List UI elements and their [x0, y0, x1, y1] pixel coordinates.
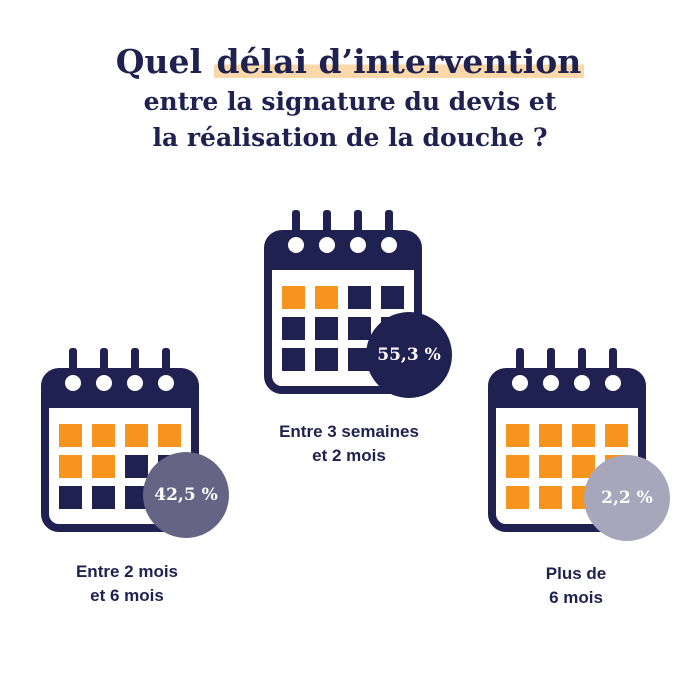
day-cell-highlighted: [572, 455, 595, 478]
day-cell: [92, 486, 115, 509]
title-line-3: la réalisation de la douche ?: [152, 123, 548, 152]
label-entre-2-mois-et-6-mois: Entre 2 mois et 6 mois: [7, 560, 247, 608]
day-cell: [315, 348, 338, 371]
title-line-2: entre la signature du devis et: [143, 87, 557, 116]
calendar-header-base: [45, 394, 195, 408]
ring: [282, 231, 310, 259]
day-cell: [315, 317, 338, 340]
ring: [121, 369, 149, 397]
ring: [313, 231, 341, 259]
day-cell-highlighted: [282, 286, 305, 309]
calendar-entre-2-mois-et-6-mois: 42,5 %: [39, 348, 229, 538]
label-line-1: Entre 2 mois: [75, 562, 179, 581]
day-cell-highlighted: [315, 286, 338, 309]
day-cell-highlighted: [539, 486, 562, 509]
day-cell-highlighted: [125, 424, 148, 447]
title-line-1: Quel délai d’intervention: [0, 40, 700, 84]
day-cell-highlighted: [539, 455, 562, 478]
day-cell: [125, 486, 148, 509]
label-line-2: 6 mois: [549, 588, 603, 607]
day-cell: [125, 455, 148, 478]
day-cell-highlighted: [539, 424, 562, 447]
day-cell: [348, 348, 371, 371]
day-cell: [282, 317, 305, 340]
day-cell-highlighted: [92, 424, 115, 447]
ring: [90, 369, 118, 397]
day-cell-highlighted: [158, 424, 181, 447]
day-cell-highlighted: [92, 455, 115, 478]
day-cell: [59, 486, 82, 509]
percentage-badge: 42,5 %: [143, 452, 229, 538]
day-cell-highlighted: [605, 424, 628, 447]
day-cell: [348, 286, 371, 309]
title-highlight: délai d’intervention: [213, 42, 585, 81]
chart-title: Quel délai d’intervention entre la signa…: [0, 40, 700, 156]
label-line-1: Entre 3 semaines: [279, 422, 419, 441]
calendar-header-base: [268, 256, 418, 270]
ring: [152, 369, 180, 397]
percentage-badge: 55,3 %: [366, 312, 452, 398]
ring: [375, 231, 403, 259]
day-cell: [381, 286, 404, 309]
day-cell-highlighted: [506, 455, 529, 478]
day-cell-highlighted: [59, 455, 82, 478]
day-cell-highlighted: [572, 424, 595, 447]
ring: [537, 369, 565, 397]
label-line-2: et 6 mois: [90, 586, 164, 605]
day-cell-highlighted: [59, 424, 82, 447]
calendar-plus-de-6-mois: 2,2 %: [486, 348, 670, 541]
ring: [59, 369, 87, 397]
label-plus-de-6-mois: Plus de 6 mois: [456, 562, 696, 610]
day-cell-highlighted: [506, 424, 529, 447]
day-cell-highlighted: [506, 486, 529, 509]
calendar-entre-3-semaines-et-2-mois: 55,3 %: [262, 210, 452, 398]
label-line-1: Plus de: [545, 564, 607, 583]
title-prefix: Quel: [115, 42, 214, 81]
calendar-icon: [488, 348, 646, 532]
ring: [344, 231, 372, 259]
ring: [568, 369, 596, 397]
label-line-2: et 2 mois: [312, 446, 386, 465]
percentage-badge: 2,2 %: [584, 455, 670, 541]
ring: [506, 369, 534, 397]
label-entre-3-semaines-et-2-mois: Entre 3 semaines et 2 mois: [229, 420, 469, 468]
calendar-header-base: [492, 394, 642, 408]
ring: [599, 369, 627, 397]
day-cell: [348, 317, 371, 340]
day-cell: [282, 348, 305, 371]
